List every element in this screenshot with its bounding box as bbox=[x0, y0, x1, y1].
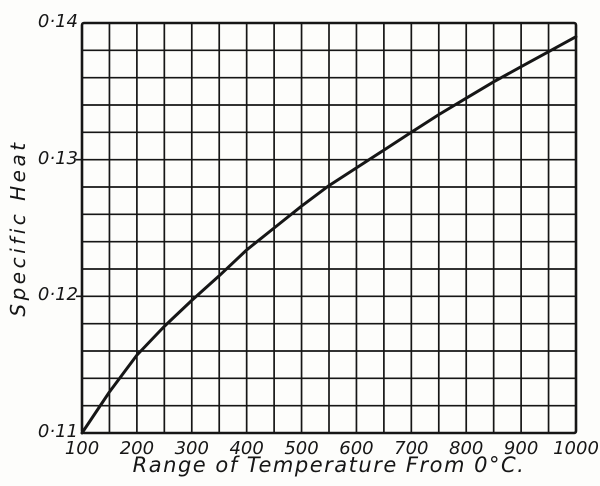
x-tick-label: 400 bbox=[229, 438, 264, 459]
y-tick-label: 0·14 bbox=[37, 11, 78, 32]
x-tick-label: 100 bbox=[64, 438, 100, 459]
y-tick-label: 0·12 bbox=[37, 284, 78, 306]
x-tick-label: 300 bbox=[174, 438, 209, 459]
y-tick-label: 0·13 bbox=[37, 147, 78, 169]
y-tick-label: 0·11 bbox=[37, 421, 78, 442]
data-curve bbox=[80, 35, 578, 435]
plot-border bbox=[80, 21, 578, 435]
y-axis-title: Specific Heat bbox=[6, 139, 30, 317]
x-tick-label: 900 bbox=[503, 438, 539, 459]
x-tick-label: 500 bbox=[284, 438, 319, 459]
x-axis-title: Range of Temperature From 0°C. bbox=[132, 453, 526, 477]
x-tick-label: 700 bbox=[394, 438, 429, 459]
x-tick-label: 1000 bbox=[553, 438, 599, 459]
x-tick-label: 800 bbox=[449, 438, 484, 459]
x-tick-label: 600 bbox=[339, 438, 374, 459]
x-tick-label: 200 bbox=[119, 438, 155, 459]
